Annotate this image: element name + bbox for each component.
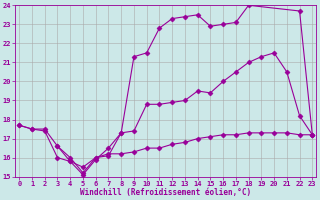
X-axis label: Windchill (Refroidissement éolien,°C): Windchill (Refroidissement éolien,°C) [80, 188, 251, 197]
